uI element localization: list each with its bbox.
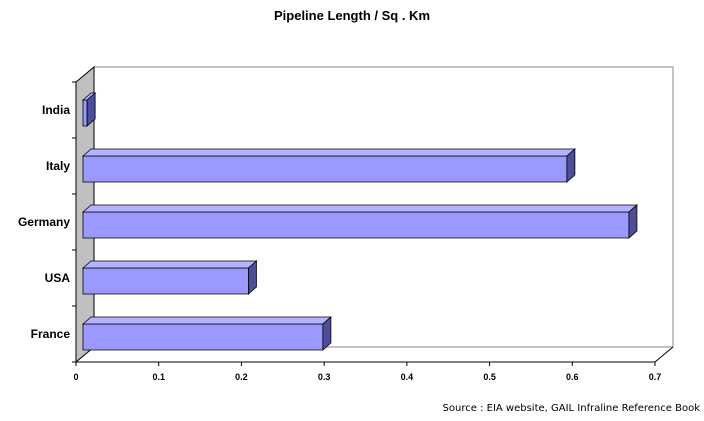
bar-side-usa [248,260,257,295]
category-label-italy: Italy [46,159,70,173]
category-label-france: France [31,327,71,341]
bar-india [81,92,97,127]
x-tick-label: 0.5 [483,372,496,382]
bar-front-france [82,323,324,351]
category-labels: France USA Germany Italy India [18,103,70,341]
x-ticks: 0 0.1 0.2 0.3 0.4 0.5 0.6 0.7 [73,362,661,382]
bar-usa [81,260,258,295]
x-tick-label: 0.4 [401,372,414,382]
category-label-germany: Germany [18,215,70,229]
chart-title: Pipeline Length / Sq . Km [274,8,430,23]
bar-top-italy [81,148,576,157]
category-label-india: India [42,103,70,117]
x-tick-label: 0.2 [235,372,248,382]
bar-italy [81,148,576,183]
bar-side-germany [628,204,638,239]
bar-side-france [322,316,332,351]
bar-germany [81,204,638,239]
bar-france [81,316,332,351]
bar-front-india [82,99,88,127]
bar-front-germany [82,211,630,239]
x-tick-label: 0.1 [152,372,165,382]
y-ticks [72,81,76,363]
x-tick-label: 0.3 [318,372,331,382]
bar-top-germany [81,204,638,213]
floor-line [654,346,674,363]
bar-side-italy [566,148,576,183]
bar-top-france [81,316,332,325]
bar-side-india [86,92,96,127]
bar-front-italy [82,155,568,183]
x-tick-label: 0.6 [566,372,579,382]
source-note: Source : EIA website, GAIL Infraline Ref… [443,403,701,414]
bar-front-usa [82,267,249,295]
category-label-usa: USA [45,271,71,285]
x-tick-label: 0 [73,372,78,382]
x-tick-label: 0.7 [649,372,662,382]
bars-group [81,92,638,351]
bar-top-usa [81,260,258,269]
